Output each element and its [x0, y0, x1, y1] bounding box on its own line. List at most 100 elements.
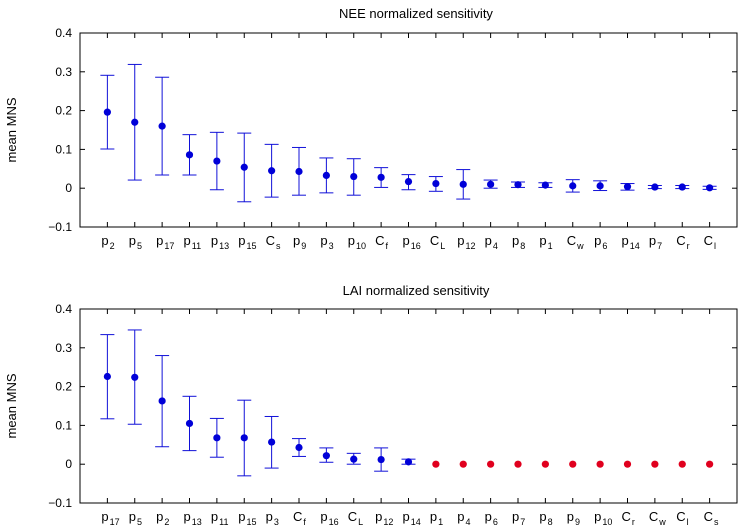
lai-data-point: [432, 460, 440, 468]
nee-x-tick-label: p15: [238, 233, 256, 251]
lai-x-tick-label: p8: [539, 509, 552, 525]
lai-y-ticks: −0.1 0 0.1 0.2 0.3 0.4: [48, 302, 737, 510]
lai-data-point: [350, 455, 358, 463]
lai-data-point: [240, 434, 248, 442]
nee-data-point: [268, 167, 276, 175]
lai-data-point: [459, 460, 467, 468]
lai-title: LAI normalized sensitivity: [343, 283, 490, 298]
nee-y-tick-label: −0.1: [48, 220, 72, 234]
lai-x-tick-label: CL: [348, 509, 363, 525]
lai-data-point: [541, 460, 549, 468]
nee-title: NEE normalized sensitivity: [339, 6, 493, 21]
lai-data-point: [514, 460, 522, 468]
lai-x-tick-label: Cw: [649, 509, 666, 525]
nee-data-point: [569, 182, 577, 190]
nee-x-tick-label: Cf: [375, 233, 388, 251]
nee-x-tick-label: p4: [485, 233, 498, 251]
lai-data-point: [678, 460, 686, 468]
nee-data-point: [459, 180, 467, 188]
nee-x-tick-label: p2: [101, 233, 114, 251]
lai-data-point: [651, 460, 659, 468]
lai-x-tick-label: p6: [485, 509, 498, 525]
lai-x-tick-label: Cs: [704, 509, 719, 525]
nee-x-tick-label: p3: [320, 233, 333, 251]
lai-y-tick-label: 0.1: [55, 418, 72, 432]
lai-data-point: [131, 373, 139, 381]
lai-x-tick-label: p12: [375, 509, 393, 525]
lai-x-tick-label: p1: [430, 509, 443, 525]
lai-x-tick-label: p13: [184, 509, 202, 525]
lai-y-tick-label: 0.4: [55, 302, 72, 316]
lai-data-point: [295, 443, 303, 452]
nee-y-axis-label: mean MNS: [4, 97, 19, 162]
nee-x-tick-label: p9: [293, 233, 306, 251]
nee-x-tick-label: p13: [211, 233, 229, 251]
lai-x-tick-label: p3: [266, 509, 279, 525]
lai-x-tick-label: p5: [129, 509, 142, 525]
nee-x-tick-label: CL: [430, 233, 445, 251]
lai-y-tick-label: 0.2: [55, 380, 72, 394]
nee-x-tick-label: Cs: [266, 233, 281, 251]
nee-x-tick-label: p12: [457, 233, 475, 251]
lai-data-point: [268, 438, 276, 446]
nee-data-point: [295, 167, 303, 176]
nee-data-point: [487, 180, 495, 188]
nee-x-tick-label: Cl: [704, 233, 716, 251]
lai-data-point: [569, 460, 577, 468]
nee-x-ticks: p2 p5 p17 p11 p13 p15 Cs p9 p3 p10 Cf p16 CL p12 p4 p8 p…: [101, 33, 716, 251]
nee-data-point: [651, 183, 659, 191]
nee-y-tick-label: 0.1: [55, 142, 72, 156]
nee-y-tick-label: 0.3: [55, 65, 72, 79]
nee-plot-frame: [79, 32, 738, 228]
lai-x-tick-label: p16: [320, 509, 338, 525]
lai-x-tick-label: Cl: [676, 509, 688, 525]
nee-y-tick-label: 0.4: [55, 26, 72, 40]
lai-data-point: [103, 372, 111, 381]
lai-x-ticks: p17 p5 p2 p13 p11 p15 p3 Cf p16 CL p12 p14 p1 p4 p6 p7 p…: [101, 309, 719, 525]
nee-data-point: [240, 163, 248, 171]
lai-data-point: [185, 419, 194, 428]
nee-x-tick-label: p6: [594, 233, 607, 251]
lai-x-tick-label: Cf: [293, 509, 306, 525]
lai-x-tick-label: p15: [238, 509, 256, 525]
nee-x-tick-label: p5: [129, 233, 142, 251]
lai-data-point: [158, 397, 166, 405]
lai-x-tick-label: p17: [101, 509, 119, 525]
nee-y-tick-label: 0: [65, 181, 72, 195]
nee-data-point: [322, 171, 330, 179]
lai-y-axis-label: mean MNS: [4, 373, 19, 438]
nee-data-point: [377, 173, 385, 181]
nee-data-point: [623, 183, 632, 191]
lai-x-tick-label: p4: [457, 509, 470, 525]
lai-data-point: [377, 455, 385, 464]
nee-x-tick-label: p8: [512, 233, 525, 251]
nee-x-tick-label: Cr: [676, 233, 689, 251]
lai-data-point: [623, 460, 632, 468]
lai-data-point: [487, 460, 495, 468]
lai-data-point: [322, 452, 330, 460]
lai-plot-frame: [79, 308, 738, 504]
nee-data-point: [350, 172, 358, 181]
nee-data-point: [678, 183, 686, 191]
nee-data-point: [158, 122, 166, 130]
nee-x-tick-label: p17: [156, 233, 174, 251]
nee-x-tick-label: p7: [649, 233, 662, 251]
lai-x-tick-label: p11: [211, 509, 229, 525]
nee-data-point: [213, 157, 221, 165]
lai-y-tick-label: 0: [65, 457, 72, 471]
lai-y-tick-label: 0.3: [55, 341, 72, 355]
lai-data-point: [213, 434, 221, 442]
nee-data-marks: [100, 63, 717, 203]
lai-y-tick-label: −0.1: [48, 496, 72, 510]
nee-x-tick-label: p14: [622, 233, 640, 251]
nee-data-point: [103, 108, 111, 116]
lai-panel: LAI normalized sensitivity mean MNS −0.1…: [4, 283, 738, 525]
nee-x-tick-label: p11: [184, 233, 202, 251]
lai-data-point: [596, 460, 604, 468]
nee-x-tick-label: Cw: [567, 233, 584, 251]
nee-data-point: [706, 184, 714, 192]
nee-data-point: [185, 151, 194, 159]
lai-x-tick-label: p2: [156, 509, 169, 525]
nee-data-point: [596, 182, 604, 190]
